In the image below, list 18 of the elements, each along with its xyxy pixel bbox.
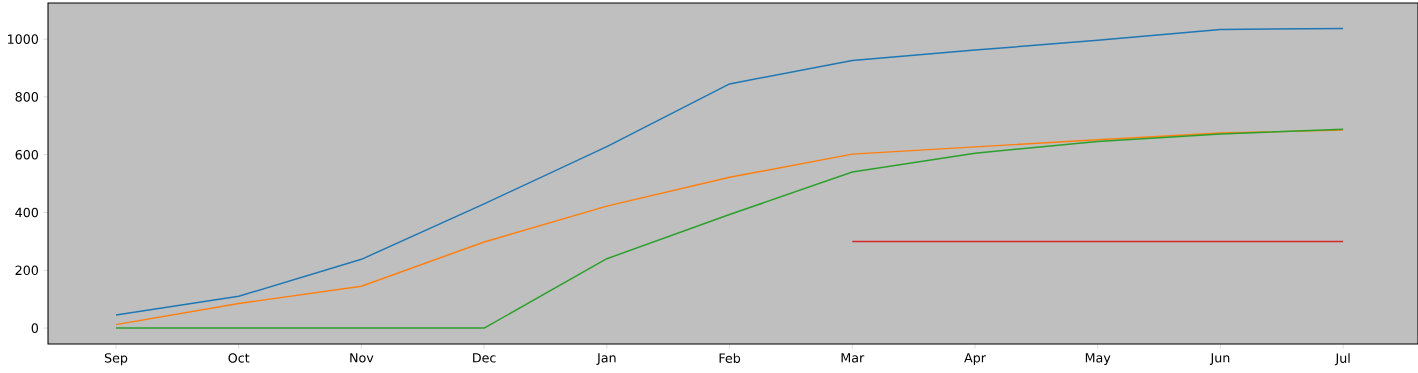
- y-tick-label: 600: [15, 149, 39, 160]
- x-tick-label: Jul: [1334, 353, 1350, 366]
- y-tick-label: 0: [31, 323, 39, 333]
- y-tick-label: 800: [15, 92, 39, 102]
- x-tick-label: Dec: [473, 353, 496, 363]
- x-tick-label: Jun: [1209, 353, 1230, 365]
- x-tick-label: Nov: [350, 353, 374, 363]
- x-tick-label: Feb: [719, 353, 741, 363]
- line-series: [115, 27, 1344, 316]
- x-tick-label: Jan: [596, 353, 616, 365]
- x-tick-label: Sep: [104, 353, 128, 366]
- x-tick-label: May: [1085, 353, 1111, 366]
- y-tick-label: 400: [15, 207, 39, 218]
- y-tick-label: 1000: [8, 34, 39, 44]
- x-tick-label: Oct: [228, 353, 250, 363]
- x-tick-label: Mar: [841, 353, 865, 363]
- y-tick-label: 200: [15, 265, 39, 276]
- x-tick-label: Apr: [964, 353, 986, 366]
